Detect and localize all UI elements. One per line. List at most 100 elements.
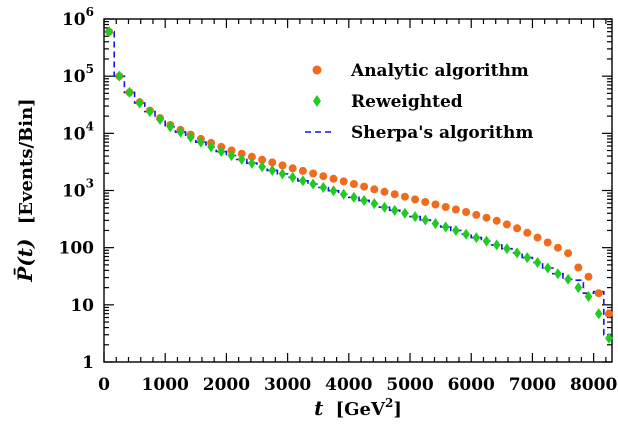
reweighted-point bbox=[146, 106, 154, 118]
legend-marker-analytic bbox=[312, 65, 322, 75]
y-axis-unit: [Events/Bin] bbox=[16, 98, 37, 224]
legend-marker-reweighted bbox=[313, 95, 321, 107]
reweighted-point bbox=[329, 185, 338, 197]
reweighted-point bbox=[176, 126, 185, 138]
analytic-point bbox=[319, 172, 328, 181]
reweighted-point bbox=[319, 181, 328, 193]
analytic-point bbox=[513, 224, 522, 233]
y-tick-label: 106 bbox=[62, 5, 94, 30]
analytic-point bbox=[462, 208, 471, 216]
analytic-point bbox=[564, 249, 573, 258]
analytic-point bbox=[237, 149, 246, 158]
reweighted-point bbox=[401, 207, 409, 219]
analytic-point bbox=[380, 187, 389, 196]
y-tick-label: 10 bbox=[70, 296, 94, 316]
reweighted-point bbox=[360, 194, 368, 206]
reweighted-point bbox=[339, 188, 348, 200]
analytic-point bbox=[441, 203, 450, 211]
x-tick-label: 4000 bbox=[325, 375, 372, 395]
x-tick-label: 6000 bbox=[448, 375, 495, 395]
axis-ticks bbox=[103, 18, 612, 363]
analytic-point bbox=[594, 289, 603, 298]
analytic-point bbox=[574, 263, 583, 272]
analytic-point bbox=[258, 155, 267, 164]
y-tick-label: 1 bbox=[82, 353, 94, 373]
analytic-point bbox=[543, 238, 552, 247]
x-axis-variable: t bbox=[314, 396, 324, 420]
reweighted-point bbox=[268, 164, 277, 176]
analytic-point bbox=[360, 182, 369, 191]
y-tick-label: 100 bbox=[59, 239, 95, 259]
legend-label-sherpa: Sherpa's algorithm bbox=[351, 123, 533, 143]
reweighted-point bbox=[503, 243, 511, 255]
y-tick-labels: 1 10 100 103 104 105 106 bbox=[59, 5, 95, 373]
reweighted-point bbox=[564, 273, 572, 285]
reweighted-point bbox=[605, 332, 613, 344]
reweighted-point bbox=[523, 252, 532, 264]
legend-label-reweighted: Reweighted bbox=[351, 92, 463, 112]
x-axis-unit-sup: 2 bbox=[385, 396, 393, 410]
x-axis-unit-close: ] bbox=[393, 399, 402, 420]
analytic-point bbox=[492, 216, 501, 225]
analytic-point bbox=[451, 205, 460, 214]
x-axis-unit: [GeV bbox=[336, 399, 386, 420]
reweighted-point bbox=[299, 175, 307, 187]
x-tick-label: 0 bbox=[98, 375, 110, 395]
analytic-point bbox=[553, 243, 562, 252]
reweighted-point bbox=[309, 178, 317, 190]
analytic-point bbox=[472, 210, 481, 219]
analytic-point bbox=[431, 200, 440, 209]
analytic-point bbox=[390, 190, 399, 199]
x-tick-label: 5000 bbox=[386, 375, 433, 395]
analytic-point bbox=[400, 192, 409, 201]
analytic-point bbox=[298, 166, 307, 175]
y-axis-variable: P̄(t) bbox=[12, 239, 37, 283]
legend-label-analytic: Analytic algorithm bbox=[350, 61, 529, 81]
reweighted-point bbox=[227, 149, 236, 161]
analytic-point bbox=[339, 177, 348, 186]
reweighted-point bbox=[554, 268, 562, 280]
reweighted-point bbox=[278, 168, 287, 180]
reweighted-point bbox=[533, 257, 542, 269]
reweighted-point bbox=[217, 146, 226, 158]
analytic-point bbox=[309, 169, 318, 178]
legend: Analytic algorithm Reweighted Sherpa's a… bbox=[305, 61, 533, 143]
analytic-point bbox=[349, 180, 358, 188]
y-tick-label: 103 bbox=[62, 177, 94, 202]
reweighted-point bbox=[237, 153, 246, 165]
analytic-point bbox=[533, 233, 542, 242]
reweighted-point bbox=[207, 141, 215, 153]
reweighted-point bbox=[186, 131, 195, 143]
reweighted-point bbox=[390, 204, 399, 216]
analytic-point bbox=[502, 220, 511, 229]
reweighted-point bbox=[105, 26, 113, 38]
analytic-point bbox=[604, 309, 613, 318]
reweighted-point bbox=[197, 136, 205, 148]
x-tick-label: 3000 bbox=[264, 375, 311, 395]
y-tick-label: 105 bbox=[62, 62, 94, 87]
analytic-point bbox=[482, 213, 491, 222]
reweighted-point bbox=[462, 228, 470, 240]
reweighted-point bbox=[156, 113, 164, 125]
reweighted-point bbox=[513, 247, 521, 259]
reweighted-point bbox=[125, 86, 134, 98]
x-tick-labels: 0 1000 2000 3000 4000 5000 6000 7000 8000 bbox=[98, 375, 617, 395]
reweighted-point bbox=[482, 235, 491, 247]
reweighted-point bbox=[380, 201, 389, 213]
analytic-point bbox=[329, 174, 338, 183]
reweighted-point bbox=[594, 308, 603, 320]
analytic-point bbox=[411, 195, 420, 204]
reweighted-point bbox=[584, 290, 593, 302]
x-tick-label: 8000 bbox=[570, 375, 617, 395]
analytic-point bbox=[268, 158, 277, 167]
reweighted-point bbox=[350, 191, 358, 203]
reweighted-point bbox=[543, 262, 552, 274]
reweighted-point bbox=[411, 211, 419, 223]
reweighted-point bbox=[248, 157, 256, 169]
reweighted-point bbox=[115, 70, 124, 82]
analytic-point bbox=[247, 152, 256, 161]
analytic-point bbox=[278, 161, 287, 170]
reweighted-point bbox=[370, 198, 379, 210]
reweighted-point bbox=[288, 171, 297, 183]
reweighted-point bbox=[452, 224, 460, 236]
